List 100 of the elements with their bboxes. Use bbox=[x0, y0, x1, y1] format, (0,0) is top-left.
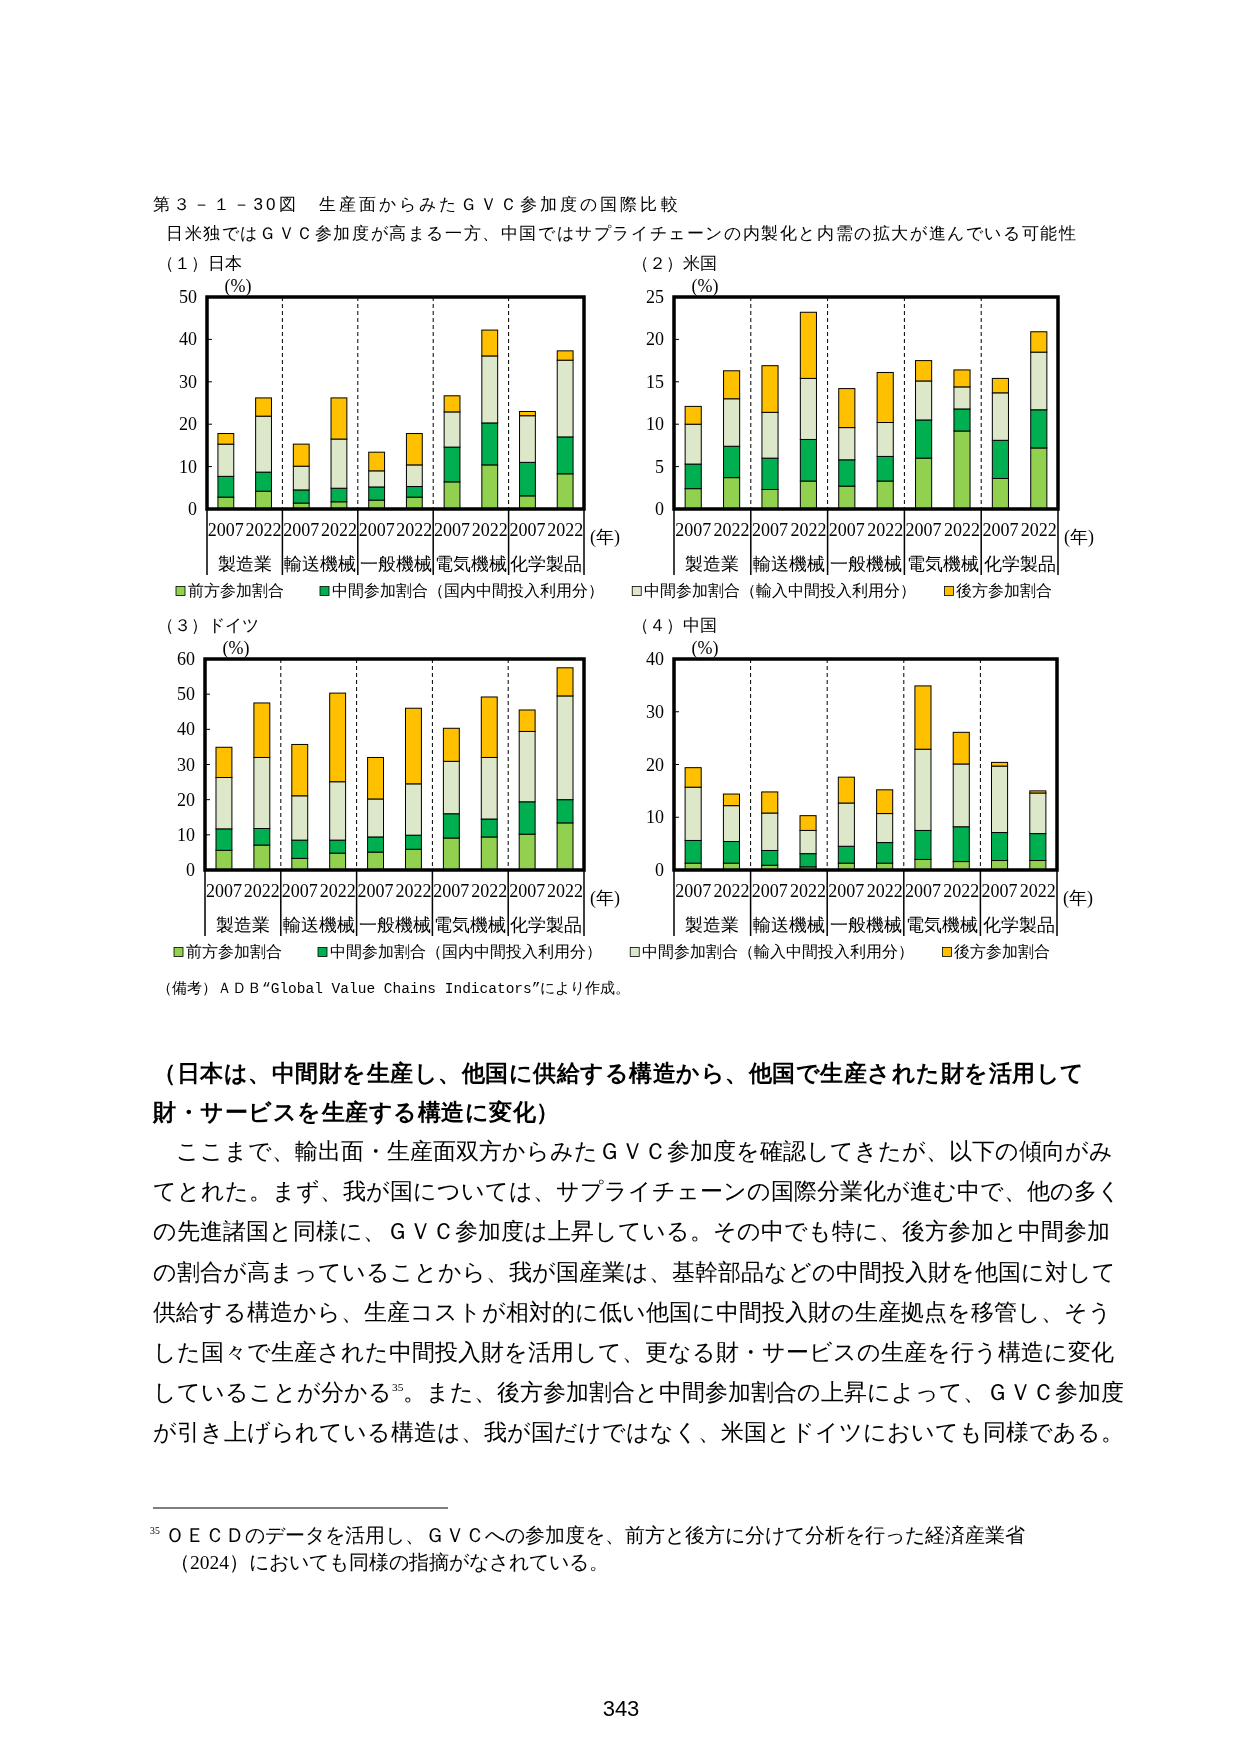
y-tick-label: 50 bbox=[177, 684, 195, 705]
x-tick-label: 2007 bbox=[752, 520, 788, 540]
x-tick-label: 2007 bbox=[509, 881, 546, 901]
y-tick-label: 0 bbox=[186, 860, 195, 880]
y-tick-label: 40 bbox=[646, 649, 664, 669]
x-tick-label: 2022 bbox=[713, 520, 750, 540]
x-tick-label: 2022 bbox=[243, 881, 280, 901]
x-tick-label: 2022 bbox=[713, 881, 750, 901]
text: 電気機械 bbox=[906, 554, 979, 574]
x-tick-label: 2022 bbox=[547, 520, 584, 540]
y-tick-label: 0 bbox=[188, 499, 197, 519]
chart-title: （２）米国 bbox=[632, 254, 717, 272]
x-tick-label: 2022 bbox=[943, 881, 980, 901]
text: 日米独ではＧＶＣ参加度が高まる一方、中国ではサプライチェーンの内製化と内需の拡大が進んでいる可能性 bbox=[166, 223, 1078, 245]
x-tick-label: 2022 bbox=[866, 881, 903, 901]
text: 電気機械 bbox=[906, 915, 979, 935]
x-tick-label: 2022 bbox=[471, 881, 508, 901]
x-tick-label: 2007 bbox=[981, 881, 1018, 901]
text: 輸送機械 bbox=[282, 915, 355, 935]
y-tick-label: 40 bbox=[179, 329, 197, 350]
x-tick-label: 2022 bbox=[320, 520, 357, 540]
y-tick-label: 20 bbox=[179, 414, 197, 435]
x-tick-label: 2007 bbox=[982, 520, 1019, 540]
x-tick-label: 2007 bbox=[751, 881, 788, 901]
legend-item: 前方参加割合 bbox=[173, 943, 282, 961]
y-tick-label: 0 bbox=[655, 860, 664, 880]
x-tick-label: 2022 bbox=[790, 881, 827, 901]
x-tick-label: 2007 bbox=[357, 881, 394, 901]
chart-title: （１）日本 bbox=[157, 254, 242, 272]
x-axis-title: (年) bbox=[1064, 527, 1094, 548]
x-tick-label: 2022 bbox=[1019, 881, 1056, 901]
x-tick-label: 2022 bbox=[245, 520, 282, 540]
x-tick-label: 2022 bbox=[395, 881, 432, 901]
x-tick-label: 2022 bbox=[944, 520, 980, 540]
text: 化学製品 bbox=[982, 915, 1055, 935]
y-tick-label: 25 bbox=[646, 287, 664, 307]
x-tick-label: 2007 bbox=[205, 881, 242, 901]
text: 電気機械 bbox=[434, 915, 507, 935]
text: 製造業 bbox=[685, 915, 740, 935]
x-tick-label: 2007 bbox=[283, 520, 320, 540]
y-axis-title: (%) bbox=[224, 276, 252, 297]
y-tick-label: 10 bbox=[646, 414, 664, 435]
x-tick-label: 2007 bbox=[509, 520, 546, 540]
text: 一般機械 bbox=[829, 915, 902, 935]
y-tick-label: 20 bbox=[646, 329, 664, 350]
x-tick-label: 2007 bbox=[281, 881, 318, 901]
text: 製造業 bbox=[215, 915, 270, 935]
y-axis-title: (%) bbox=[691, 276, 719, 297]
x-axis-title: (年) bbox=[1063, 888, 1093, 909]
text: 製造業 bbox=[217, 554, 272, 574]
chart-title: （３）ドイツ bbox=[157, 616, 259, 634]
legend-item: 中間参加割合（輸入中間投入利用分） bbox=[629, 943, 907, 961]
text: 一般機械 bbox=[358, 915, 431, 935]
y-tick-label: 20 bbox=[177, 789, 195, 810]
legend-item: 前方参加割合 bbox=[175, 582, 284, 600]
y-tick-label: 40 bbox=[177, 719, 195, 740]
y-tick-label: 0 bbox=[655, 499, 664, 519]
text: 343 bbox=[601, 1696, 641, 1722]
text: 製造業 bbox=[685, 554, 740, 574]
x-tick-label: 2007 bbox=[433, 881, 470, 901]
x-tick-label: 2022 bbox=[790, 520, 827, 540]
text: （備考）ＡＤＢ“Global Value Chains Indicators”により作成。 bbox=[157, 980, 631, 998]
y-tick-label: 60 bbox=[177, 649, 195, 669]
text: 化学製品 bbox=[510, 915, 583, 935]
x-axis-title: (年) bbox=[590, 888, 620, 909]
text: 電気機械 bbox=[434, 554, 507, 574]
legend-item: 後方参加割合 bbox=[942, 943, 1051, 961]
x-tick-label: 2007 bbox=[905, 520, 942, 540]
x-tick-label: 2022 bbox=[867, 520, 904, 540]
x-tick-label: 2007 bbox=[904, 881, 941, 901]
text: 一般機械 bbox=[359, 554, 432, 574]
x-tick-label: 2007 bbox=[207, 520, 244, 540]
text: 一般機械 bbox=[830, 554, 902, 574]
text: 輸送機械 bbox=[753, 554, 826, 574]
y-tick-label: 30 bbox=[179, 371, 197, 392]
legend-item: 中間参加割合（国内中間投入利用分） bbox=[317, 943, 595, 961]
text: 第３－１－30図 生産面からみたＧＶＣ参加度の国際比較 bbox=[153, 194, 681, 216]
text: 輸送機械 bbox=[752, 915, 825, 935]
x-tick-label: 2007 bbox=[358, 520, 395, 540]
text: 化学製品 bbox=[983, 554, 1056, 574]
text: （日本は、中間財を生産し、他国に供給する構造から、他国で生産された財を活用して財・サービスを生産する構造に変化） bbox=[153, 1059, 1086, 1127]
x-tick-label: 2022 bbox=[396, 520, 433, 540]
x-tick-label: 2022 bbox=[547, 881, 584, 901]
y-tick-label: 20 bbox=[646, 754, 664, 775]
legend-item: 中間参加割合（国内中間投入利用分） bbox=[319, 582, 597, 600]
x-tick-label: 2022 bbox=[1020, 520, 1057, 540]
y-tick-label: 10 bbox=[179, 456, 197, 477]
text: $^{35}$ ＯＥＣＤのデータを活用し、ＧＶＣへの参加度を、前方と後方に分けて分析を行った経済産業省（2024）においても同様の指摘がなされている。 bbox=[150, 1524, 1026, 1575]
x-tick-label: 2007 bbox=[675, 881, 712, 901]
y-axis-title: (%) bbox=[691, 638, 719, 659]
y-tick-label: 10 bbox=[646, 807, 664, 828]
x-tick-label: 2007 bbox=[828, 881, 865, 901]
y-tick-label: 50 bbox=[179, 287, 197, 307]
y-tick-label: 30 bbox=[177, 754, 195, 775]
text: 輸送機械 bbox=[284, 554, 357, 574]
x-tick-label: 2007 bbox=[675, 520, 712, 540]
y-tick-label: 15 bbox=[646, 371, 664, 392]
x-tick-label: 2007 bbox=[434, 520, 471, 540]
x-tick-label: 2007 bbox=[828, 520, 865, 540]
chart-title: （４）中国 bbox=[632, 616, 717, 634]
